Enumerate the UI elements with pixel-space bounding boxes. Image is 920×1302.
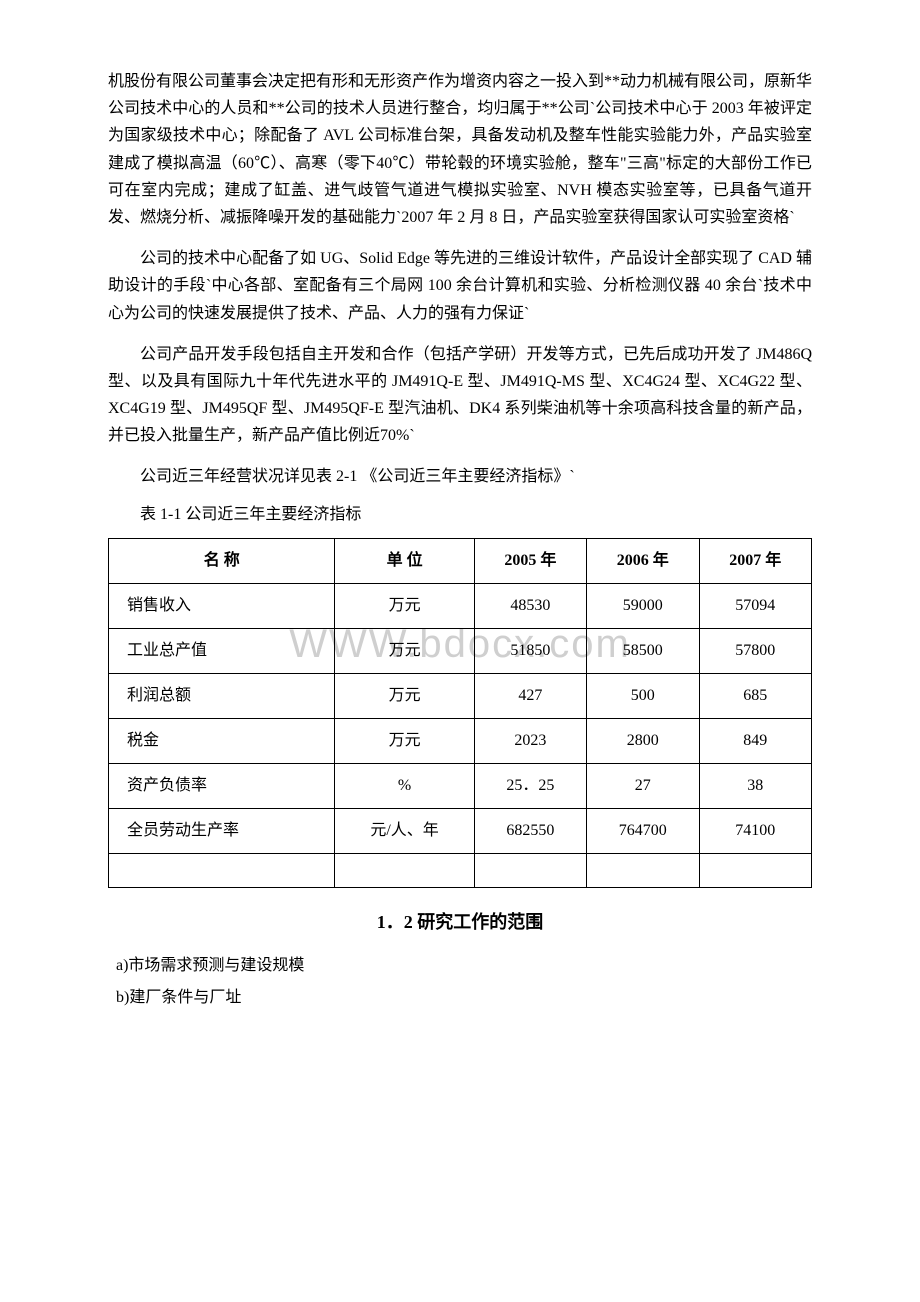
cell-unit: 万元 bbox=[335, 583, 474, 628]
cell-unit: % bbox=[335, 763, 474, 808]
cell-name: 资产负债率 bbox=[109, 763, 335, 808]
cell-2007: 685 bbox=[699, 673, 811, 718]
empty-cell bbox=[587, 853, 699, 887]
table-row: 全员劳动生产率 元/人、年 682550 764700 74100 bbox=[109, 808, 812, 853]
paragraph-3: 公司产品开发手段包括自主开发和合作（包括产学研）开发等方式，已先后成功开发了 J… bbox=[108, 341, 812, 450]
cell-2006: 59000 bbox=[587, 583, 699, 628]
cell-2005: 682550 bbox=[474, 808, 586, 853]
cell-2006: 2800 bbox=[587, 718, 699, 763]
cell-unit: 万元 bbox=[335, 628, 474, 673]
cell-2006: 500 bbox=[587, 673, 699, 718]
cell-name: 利润总额 bbox=[109, 673, 335, 718]
empty-cell bbox=[474, 853, 586, 887]
table-row: 资产负债率 % 25．25 27 38 bbox=[109, 763, 812, 808]
cell-2007: 57094 bbox=[699, 583, 811, 628]
cell-2005: 48530 bbox=[474, 583, 586, 628]
cell-2005: 25．25 bbox=[474, 763, 586, 808]
table-row: 税金 万元 2023 2800 849 bbox=[109, 718, 812, 763]
cell-unit: 万元 bbox=[335, 718, 474, 763]
cell-2007: 849 bbox=[699, 718, 811, 763]
table-row-empty bbox=[109, 853, 812, 887]
list-item-a: a)市场需求预测与建设规模 bbox=[116, 950, 812, 982]
cell-name: 销售收入 bbox=[109, 583, 335, 628]
list-item-b: b)建厂条件与厂址 bbox=[116, 982, 812, 1014]
th-2005: 2005 年 bbox=[474, 538, 586, 583]
economic-indicators-table: 名 称 单 位 2005 年 2006 年 2007 年 销售收入 万元 485… bbox=[108, 538, 812, 888]
cell-name: 工业总产值 bbox=[109, 628, 335, 673]
cell-2007: 74100 bbox=[699, 808, 811, 853]
table-header-row: 名 称 单 位 2005 年 2006 年 2007 年 bbox=[109, 538, 812, 583]
empty-cell bbox=[109, 853, 335, 887]
empty-cell bbox=[335, 853, 474, 887]
cell-2007: 38 bbox=[699, 763, 811, 808]
paragraph-1: 机股份有限公司董事会决定把有形和无形资产作为增资内容之一投入到**动力机械有限公… bbox=[108, 68, 812, 231]
table-row: 利润总额 万元 427 500 685 bbox=[109, 673, 812, 718]
cell-2005: 51850 bbox=[474, 628, 586, 673]
cell-2006: 764700 bbox=[587, 808, 699, 853]
paragraph-4-caption-ref: 公司近三年经营状况详见表 2-1 《公司近三年主要经济指标》` bbox=[108, 463, 812, 490]
cell-2006: 58500 bbox=[587, 628, 699, 673]
cell-unit: 元/人、年 bbox=[335, 808, 474, 853]
cell-2005: 2023 bbox=[474, 718, 586, 763]
table-caption: 表 1-1 公司近三年主要经济指标 bbox=[108, 501, 812, 528]
th-2007: 2007 年 bbox=[699, 538, 811, 583]
cell-2006: 27 bbox=[587, 763, 699, 808]
table-row: 销售收入 万元 48530 59000 57094 bbox=[109, 583, 812, 628]
table-row: 工业总产值 万元 51850 58500 57800 bbox=[109, 628, 812, 673]
th-unit: 单 位 bbox=[335, 538, 474, 583]
th-2006: 2006 年 bbox=[587, 538, 699, 583]
cell-2005: 427 bbox=[474, 673, 586, 718]
section-heading-1-2: 1．2 研究工作的范围 bbox=[108, 908, 812, 934]
cell-name: 全员劳动生产率 bbox=[109, 808, 335, 853]
cell-name: 税金 bbox=[109, 718, 335, 763]
cell-2007: 57800 bbox=[699, 628, 811, 673]
paragraph-2: 公司的技术中心配备了如 UG、Solid Edge 等先进的三维设计软件，产品设… bbox=[108, 245, 812, 327]
th-name: 名 称 bbox=[109, 538, 335, 583]
empty-cell bbox=[699, 853, 811, 887]
cell-unit: 万元 bbox=[335, 673, 474, 718]
